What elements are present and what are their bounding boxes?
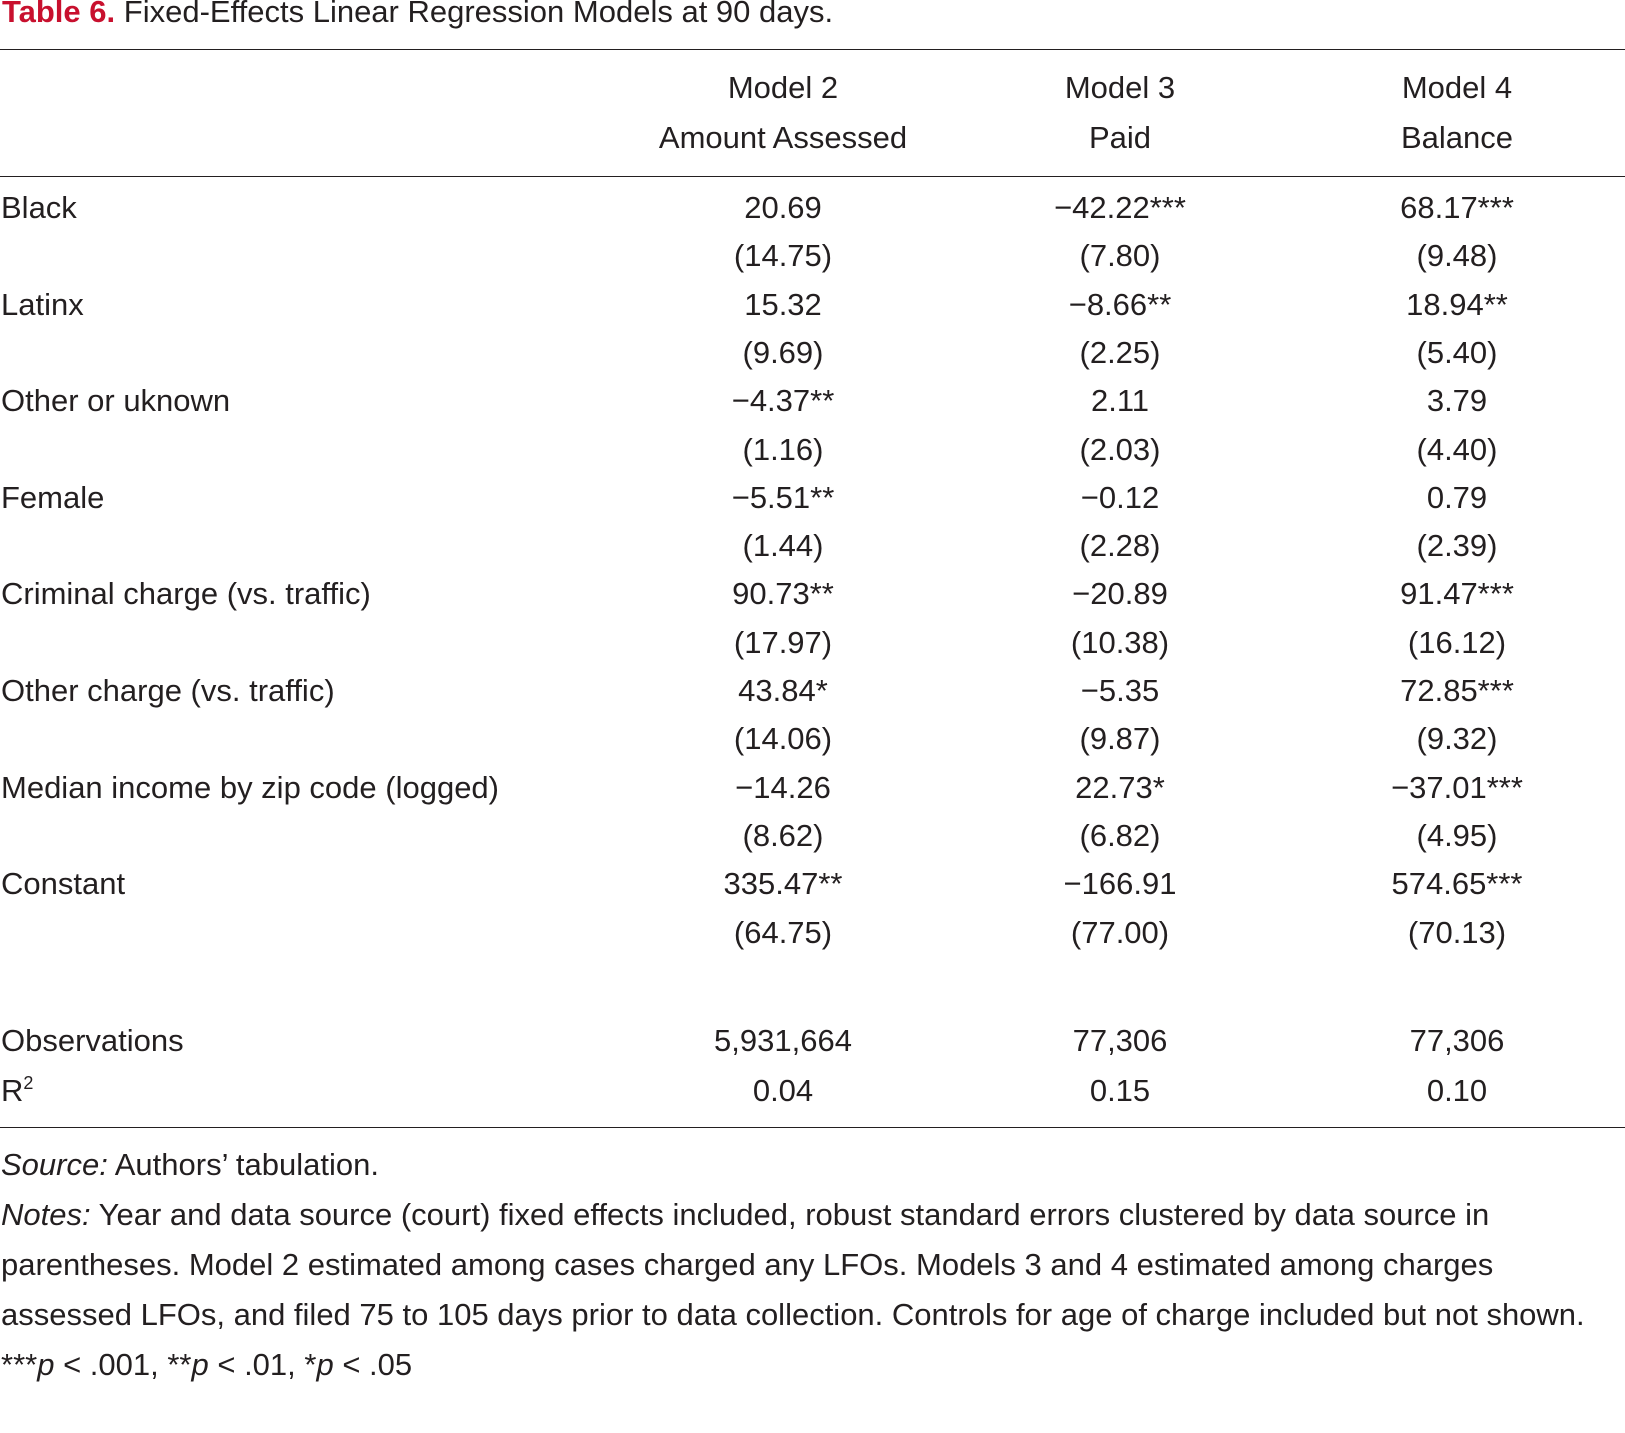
stat-value: 77,306: [1072, 1023, 1168, 1058]
table-title: Fixed-Effects Linear Regression Models a…: [123, 0, 834, 29]
sig-p: p: [191, 1347, 209, 1382]
coefficient-cell: −4.37**: [731, 383, 835, 419]
standard-error-cell: (5.40): [1416, 334, 1498, 370]
coefficient-cell: −0.12: [1080, 479, 1160, 515]
source-label: Source:: [1, 1147, 108, 1182]
coefficient-cell: 2.11: [1090, 383, 1150, 419]
stat-value: 0.04: [752, 1073, 814, 1108]
header-rule: [0, 176, 1625, 177]
top-rule: [0, 49, 1625, 50]
stat-value: 0.10: [1426, 1073, 1488, 1108]
coefficient-cell: 22.73*: [1075, 769, 1165, 805]
sig-p: p: [37, 1347, 55, 1382]
sig-threshold: < .001,: [54, 1347, 168, 1382]
row-label: Median income by zip code (logged): [1, 769, 499, 805]
standard-error-cell: (9.32): [1416, 721, 1498, 757]
coefficient-cell: 91.47***: [1400, 576, 1514, 612]
notes-label: Notes:: [1, 1197, 91, 1232]
standard-error-cell: (10.38): [1070, 624, 1170, 660]
coefficient-cell: −5.51**: [731, 479, 835, 515]
coefficient-cell: 15.32: [744, 286, 822, 322]
source-text: Authors’ tabulation.: [107, 1147, 379, 1182]
coefficient-cell: 574.65***: [1391, 866, 1523, 902]
coefficient-cell: 18.94**: [1406, 286, 1508, 322]
row-label: Other charge (vs. traffic): [1, 673, 335, 708]
column-model-label: Model 4: [1401, 70, 1513, 105]
table-notes: Source: Authors’ tabulation. Notes: Year…: [1, 1140, 1616, 1390]
standard-error-cell: (2.03): [1079, 431, 1161, 467]
row-label: Criminal charge (vs. traffic): [1, 576, 371, 612]
coefficient-cell: 335.47**: [723, 866, 843, 902]
standard-error-cell: (2.25): [1079, 334, 1161, 370]
column-header-model-3: Model 3 Paid: [1065, 63, 1175, 163]
standard-error-cell: (6.82): [1079, 817, 1161, 853]
source-note: Source: Authors’ tabulation.: [1, 1140, 1616, 1190]
row-label: Black: [1, 190, 77, 225]
sig-threshold: < .01,: [208, 1347, 305, 1382]
column-model-label: Model 2: [727, 70, 839, 105]
table-number: Table 6.: [2, 0, 116, 29]
coefficient-cell: −42.22***: [1054, 190, 1186, 225]
column-outcome-label: Balance: [1400, 120, 1514, 155]
stat-value: 5,931,664: [714, 1023, 852, 1058]
row-label: Female: [1, 479, 105, 515]
sig-p: p: [316, 1347, 334, 1382]
standard-error-cell: (77.00): [1070, 914, 1170, 950]
standard-error-cell: (14.75): [733, 238, 833, 274]
coefficient-cell: 3.79: [1426, 383, 1488, 419]
row-label: Other or uknown: [1, 383, 231, 419]
coefficient-cell: 90.73**: [732, 576, 834, 612]
column-outcome-label: Amount Assessed: [658, 120, 908, 155]
standard-error-cell: (2.28): [1079, 528, 1161, 564]
coefficient-cell: 43.84*: [738, 673, 828, 708]
standard-error-cell: (9.69): [742, 334, 824, 370]
standard-error-cell: (64.75): [733, 914, 833, 950]
standard-error-cell: (1.44): [742, 528, 824, 564]
row-label: Latinx: [1, 286, 84, 322]
bottom-rule: [0, 1127, 1625, 1128]
standard-error-cell: (9.48): [1416, 238, 1498, 274]
column-outcome-label: Paid: [1088, 120, 1152, 155]
standard-error-cell: (16.12): [1407, 624, 1507, 660]
coefficient-cell: 0.79: [1426, 479, 1488, 515]
standard-error-cell: (8.62): [742, 817, 824, 853]
coefficient-cell: −166.91: [1063, 866, 1177, 902]
significance-note: ***p < .001, **p < .01, *p < .05: [1, 1340, 1616, 1390]
sig-stars: ***: [1, 1347, 38, 1382]
standard-error-cell: (4.40): [1416, 431, 1498, 467]
standard-error-cell: (2.39): [1416, 528, 1498, 564]
stat-value: 77,306: [1409, 1023, 1505, 1058]
standard-error-cell: (4.95): [1416, 817, 1498, 853]
sig-stars: **: [167, 1347, 192, 1382]
column-model-label: Model 3: [1064, 70, 1176, 105]
stat-value: 0.15: [1089, 1073, 1151, 1108]
notes-text: Year and data source (court) fixed effec…: [1, 1197, 1585, 1332]
standard-error-cell: (9.87): [1079, 721, 1161, 757]
sig-stars: *: [304, 1347, 317, 1382]
r-squared-exponent: 2: [23, 1073, 34, 1093]
coefficient-cell: −14.26: [735, 769, 831, 805]
table-caption: Table 6. Fixed-Effects Linear Regression…: [2, 0, 833, 32]
row-label: Constant: [1, 866, 126, 902]
standard-error-cell: (14.06): [733, 721, 833, 757]
column-header-model-2: Model 2 Amount Assessed: [659, 63, 907, 163]
notes-paragraph: Notes: Year and data source (court) fixe…: [1, 1190, 1616, 1340]
coefficient-cell: 68.17***: [1400, 190, 1514, 225]
coefficient-cell: −37.01***: [1391, 769, 1523, 805]
standard-error-cell: (17.97): [733, 624, 833, 660]
r-squared-base: R: [1, 1073, 24, 1108]
coefficient-cell: −8.66**: [1068, 286, 1172, 322]
sig-threshold: < .05: [333, 1347, 413, 1382]
coefficient-cell: 20.69: [744, 190, 822, 225]
coefficient-cell: −20.89: [1072, 576, 1168, 612]
standard-error-cell: (7.80): [1079, 238, 1161, 274]
column-header-model-4: Model 4 Balance: [1401, 63, 1513, 163]
coefficient-cell: −5.35: [1080, 673, 1160, 708]
stat-label-observations: Observations: [1, 1023, 184, 1058]
coefficient-cell: 72.85***: [1400, 673, 1514, 708]
standard-error-cell: (1.16): [742, 431, 824, 467]
stat-label-r-squared: R2: [1, 1066, 33, 1116]
standard-error-cell: (70.13): [1407, 914, 1507, 950]
